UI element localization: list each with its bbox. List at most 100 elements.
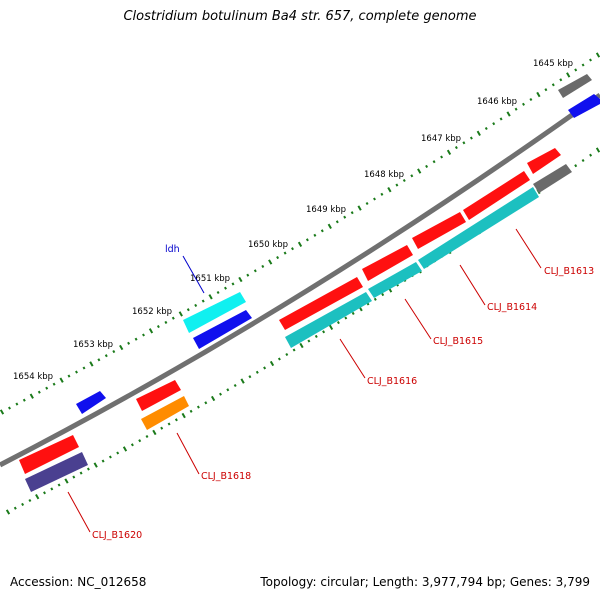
ruler-inner-tick [79,471,83,475]
ruler-outer-tick [52,382,56,386]
ruler-inner-tick [122,446,128,452]
genome-backbone [0,92,600,468]
ruler-outer-tick [268,259,273,265]
ruler-outer-tick [127,341,131,345]
gene-feature-gray-1[interactable] [558,74,592,98]
ruler-inner-tick [248,375,252,379]
ruler-outer-tick [261,264,265,268]
ruler-outer-tick [97,358,101,362]
ruler-inner-tick [263,366,267,370]
ruler-outer-tick [82,366,86,370]
ruler-outer-tick [357,205,362,211]
tick-label-1652: 1652 kbp [132,307,172,317]
ruler-inner-tick [314,334,318,338]
gene-feature-blue-2[interactable] [193,310,252,349]
map-title: Clostridium botulinum Ba4 str. 657, comp… [123,9,477,24]
tick-label-1654: 1654 kbp [13,372,53,382]
ruler-labels: 1645 kbp 1646 kbp 1647 kbp 1648 kbp 1649… [13,59,573,382]
ruler-inner-tick [101,459,105,463]
gene-label-clj-b1614[interactable]: CLJ_B1614 [487,302,537,313]
ruler-outer-tick [484,126,488,131]
gene-feature-blue-3[interactable] [76,391,106,414]
gene-feature-orange[interactable] [141,396,189,430]
ruler-outer-tick [201,299,205,303]
ruler-inner-tick [322,330,326,334]
ruler-inner-tick [344,316,348,320]
ruler-inner-tick [181,412,186,419]
ruler-outer-tick [343,215,347,219]
cds-feature-7[interactable] [19,435,79,474]
ruler-outer-tick [440,155,444,159]
cds-feature-3[interactable] [412,212,466,249]
ruler-outer-tick [514,107,518,111]
ruler-inner-tick [373,297,377,301]
ruler-outer-tick [506,111,511,117]
ruler-inner-tick [174,418,178,422]
ruler-outer-tick [589,58,592,62]
cds-feature-6[interactable] [136,380,181,411]
ruler-outer-tick [380,192,384,196]
ruler-outer-tick [350,211,354,215]
ruler-inner-tick [138,439,142,443]
gene-feature-teal-2[interactable] [368,262,422,298]
ruler-outer-tick [164,320,168,324]
ruler-outer-tick [499,117,503,121]
ruler-outer-tick [544,88,548,92]
ruler-outer-tick [156,325,160,329]
ruler-inner-tick [277,357,281,361]
features [19,74,600,492]
gene-label-ldh[interactable]: ldh [165,244,180,255]
ruler-outer-tick [0,409,5,415]
ruler-outer-tick [194,303,198,307]
ruler-outer-tick [89,361,94,367]
ruler-outer-tick [335,220,339,224]
ruler-inner-tick [64,478,69,484]
ruler-outer-tick [246,273,250,277]
ruler-inner-tick [13,506,17,510]
gene-label-clj-b1615[interactable]: CLJ_B1615 [433,336,483,347]
gene-feature-gray-2[interactable] [533,164,572,193]
ruler-inner-tick [226,388,230,392]
ruler-outer-tick [492,122,496,126]
topology-text: Topology: circular; Length: 3,977,794 bp… [260,575,590,589]
ruler-outer [0,52,600,415]
gene-label-clj-b1618[interactable]: CLJ_B1618 [201,471,251,482]
ruler-inner-tick [204,401,208,405]
gene-feature-indigo[interactable] [25,452,88,492]
gene-feature-teal-3[interactable] [285,292,372,348]
gene-label-clj-b1613[interactable]: CLJ_B1613 [544,266,594,277]
ruler-outer-tick [75,370,78,374]
ruler-inner-tick [240,378,245,384]
gene-feature-cyan-ldh[interactable] [183,292,246,333]
ruler-outer-tick [208,294,213,300]
gene-label-clj-b1620[interactable]: CLJ_B1620 [92,530,142,541]
ruler-outer-tick [186,308,190,312]
cds-feature-1[interactable] [527,148,561,174]
cds-feature-4[interactable] [362,245,413,281]
ruler-inner-tick [381,293,385,297]
ruler-inner-tick [5,509,11,515]
ruler-outer-tick [134,337,138,341]
ruler-outer-tick [119,344,124,351]
ruler-inner-tick [299,342,304,349]
tick-label-1651: 1651 kbp [190,274,230,284]
cds-feature-5[interactable] [279,277,363,330]
ruler-inner-tick [574,164,578,168]
ruler-inner-tick [595,147,600,153]
ruler-inner-tick [108,455,112,459]
ruler-inner-tick [196,405,200,409]
gene-label-clj-b1616[interactable]: CLJ_B1616 [367,376,417,387]
ruler-inner-tick [589,153,593,157]
gene-feature-blue-1[interactable] [568,94,600,118]
gene-feature-teal-1[interactable] [418,187,539,269]
ruler-outer-tick [522,102,525,106]
ruler-inner-tick [116,451,120,455]
cds-feature-2[interactable] [463,171,530,220]
ruler-inner-tick [160,426,164,430]
ruler-outer-tick [476,130,481,136]
ruler-outer-tick [402,178,406,183]
ruler-outer-tick [327,223,332,229]
ruler-inner-tick [285,352,289,357]
ruler-outer-tick [365,201,369,206]
